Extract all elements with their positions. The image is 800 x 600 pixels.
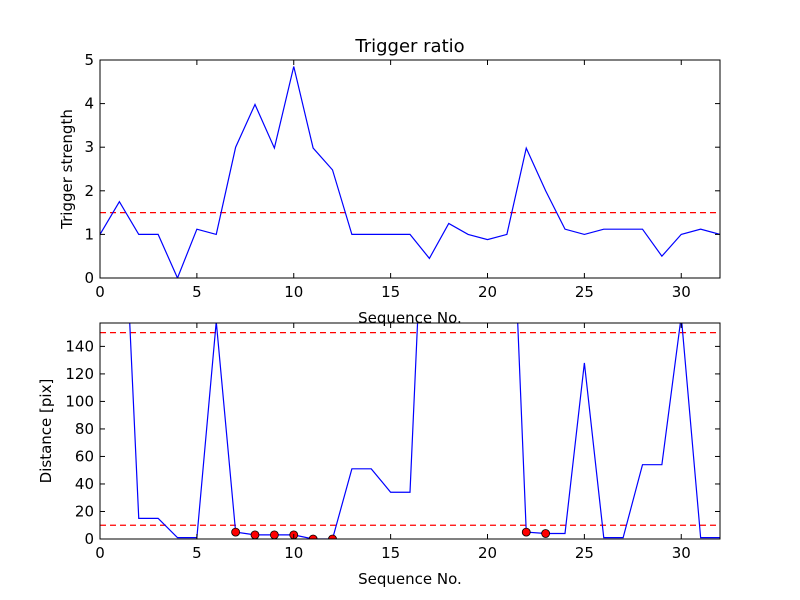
axes-frame (99, 322, 721, 540)
y-tick-label: 4 (84, 95, 94, 113)
y-tick-label: 3 (84, 138, 94, 156)
x-tick-label: 30 (672, 544, 691, 562)
data-point (521, 527, 531, 537)
data-point (308, 534, 318, 539)
y-tick-label: 120 (65, 365, 94, 383)
x-axis-title: Sequence No. (358, 309, 462, 327)
x-tick-label: 0 (95, 283, 105, 301)
axes-frame (99, 59, 721, 279)
x-tick-label: 15 (381, 544, 400, 562)
y-tick-label: 2 (84, 182, 94, 200)
series-line (100, 66, 720, 278)
x-tick-label: 30 (672, 283, 691, 301)
x-tick-label: 5 (192, 544, 202, 562)
x-axis-title: Sequence No. (358, 570, 462, 588)
y-tick-label: 60 (75, 447, 94, 465)
y-tick-label: 140 (65, 337, 94, 355)
chart-panel-2: 0 5 10 15 20 25 30 0 20 40 60 80 100 120 140 Sequence N… (37, 322, 721, 588)
data-point (269, 530, 279, 539)
x-tick-label: 20 (478, 283, 497, 301)
y-tick-label: 0 (84, 530, 94, 548)
series-line (129, 323, 720, 539)
plot-area (100, 66, 720, 278)
y-tick-label: 20 (75, 502, 94, 520)
chart-panel-1: Trigger ratio 0 5 10 15 20 25 30 0 1 2 3 4 5 Sequence … (58, 36, 721, 327)
x-tick-label: 25 (575, 544, 594, 562)
x-tick-label: 10 (284, 283, 303, 301)
y-tick-label: 100 (65, 392, 94, 410)
y-axis-title: Distance [pix] (37, 379, 55, 484)
data-point (250, 530, 260, 539)
chart-title: Trigger ratio (354, 36, 464, 57)
y-tick-label: 80 (75, 420, 94, 438)
y-tick-label: 0 (84, 269, 94, 287)
y-tick-label: 40 (75, 475, 94, 493)
x-tick-label: 5 (192, 283, 202, 301)
y-tick-label: 5 (84, 51, 94, 69)
x-tick-label: 25 (575, 283, 594, 301)
data-point (541, 529, 551, 538)
y-tick-label: 1 (84, 225, 94, 243)
x-tick-label: 10 (284, 544, 303, 562)
data-point (231, 527, 241, 537)
data-point (328, 534, 337, 539)
x-tick-label: 20 (478, 544, 497, 562)
y-axis-title: Trigger strength (58, 109, 76, 230)
x-tick-label: 15 (381, 283, 400, 301)
x-tick-label: 0 (95, 544, 105, 562)
